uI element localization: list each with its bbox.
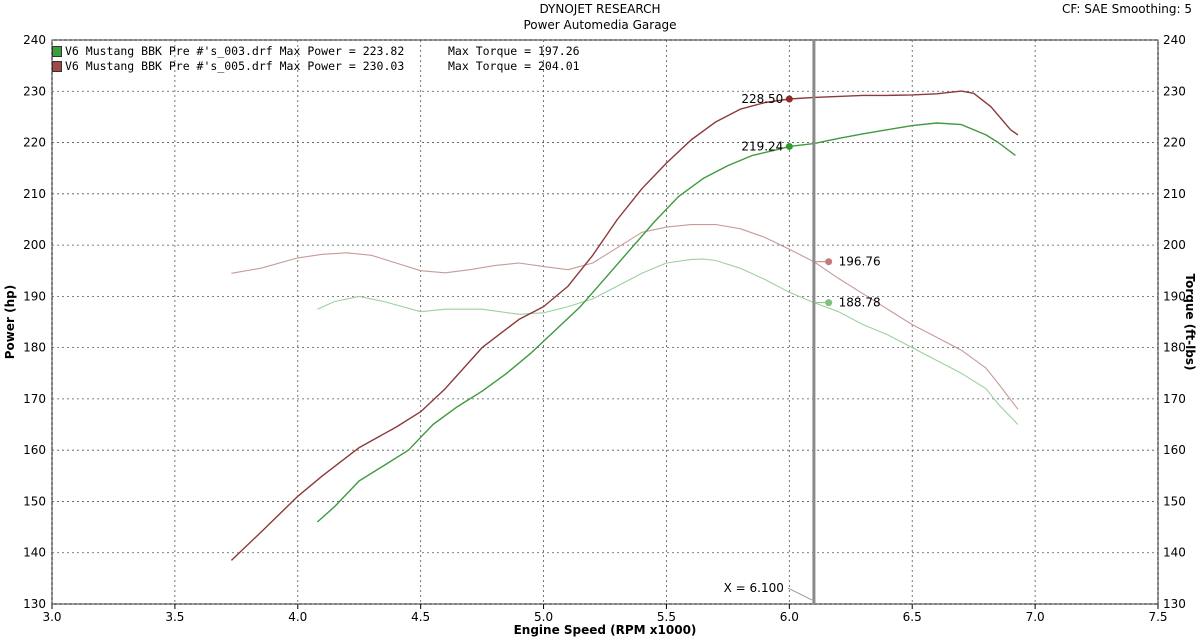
x-tick-label: 3.0	[42, 610, 61, 624]
x-tick-label: 4.5	[411, 610, 430, 624]
marker-label: 196.76	[839, 255, 881, 269]
y-tick-label-left: 140	[23, 546, 46, 560]
y-tick-label-left: 210	[23, 187, 46, 201]
x-tick-label: 7.0	[1026, 610, 1045, 624]
legend-entry-005[interactable]: V6 Mustang BBK Pre #'s_005.drf Max Power…	[52, 59, 580, 73]
y-tick-label-left: 170	[23, 392, 46, 406]
y-tick-label-left: 230	[23, 84, 46, 98]
legend-file-max-power: V6 Mustang BBK Pre #'s_003.drf Max Power…	[65, 44, 405, 58]
chart-subtitle: Power Automedia Garage	[523, 18, 677, 32]
legend-entry-003[interactable]: V6 Mustang BBK Pre #'s_003.drf Max Power…	[52, 44, 580, 58]
x-tick-label: 7.5	[1148, 610, 1167, 624]
y-tick-label-left: 200	[23, 238, 46, 252]
series-line-power_003	[316, 122, 1016, 523]
y-tick-label-right: 130	[1163, 597, 1186, 611]
legend-max-torque: Max Torque = 204.01	[448, 59, 580, 73]
y-tick-label-right: 230	[1163, 84, 1186, 98]
chart-title: DYNOJET RESEARCH	[539, 2, 661, 16]
legend-file-max-power: V6 Mustang BBK Pre #'s_005.drf Max Power…	[65, 59, 405, 73]
y-tick-label-left: 180	[23, 341, 46, 355]
legend-max-torque: Max Torque = 197.26	[448, 44, 580, 58]
y-tick-label-right: 190	[1163, 289, 1186, 303]
y-tick-label-left: 160	[23, 443, 46, 457]
cursor-leader	[787, 587, 813, 601]
y-tick-label-right: 200	[1163, 238, 1186, 252]
y-axis-title-left: Power (hp)	[3, 285, 17, 359]
y-tick-label-left: 150	[23, 494, 46, 508]
cursor-readout: X = 6.100	[724, 581, 784, 595]
y-tick-label-right: 210	[1163, 187, 1186, 201]
y-tick-label-right: 160	[1163, 443, 1186, 457]
plot-area	[51, 39, 1159, 605]
marker-label: 228.50	[741, 92, 783, 106]
x-tick-label: 5.0	[534, 610, 553, 624]
y-tick-label-right: 180	[1163, 341, 1186, 355]
y-tick-label-left: 240	[23, 33, 46, 47]
y-tick-label-right: 220	[1163, 136, 1186, 150]
x-tick-label: 6.0	[780, 610, 799, 624]
marker-label: 219.24	[741, 139, 783, 153]
series-line-power_005	[230, 90, 1019, 561]
series-line-torque_005	[231, 223, 1019, 410]
y-tick-label-left: 220	[23, 136, 46, 150]
y-tick-label-left: 130	[23, 597, 46, 611]
marker-dot	[825, 258, 833, 266]
legend-swatch	[52, 45, 62, 57]
y-axis-title-right: Torque (ft-lbs)	[1183, 274, 1197, 371]
legend-swatch	[52, 60, 62, 72]
x-tick-label: 3.5	[165, 610, 184, 624]
y-tick-label-right: 140	[1163, 546, 1186, 560]
y-tick-label-right: 240	[1163, 33, 1186, 47]
cf-smoothing-info: CF: SAE Smoothing: 5	[1061, 2, 1192, 16]
marker-label: 188.78	[839, 296, 881, 310]
x-axis-title: Engine Speed (RPM x1000)	[514, 623, 697, 637]
x-tick-label: 6.5	[903, 610, 922, 624]
x-tick-label: 5.5	[657, 610, 676, 624]
marker-dot	[825, 299, 833, 307]
x-tick-label: 4.0	[288, 610, 307, 624]
y-tick-label-right: 150	[1163, 494, 1186, 508]
y-tick-label-right: 170	[1163, 392, 1186, 406]
series-line-torque_003	[317, 258, 1019, 425]
marker-dot	[785, 95, 793, 103]
y-tick-label-left: 190	[23, 289, 46, 303]
marker-dot	[785, 142, 793, 150]
